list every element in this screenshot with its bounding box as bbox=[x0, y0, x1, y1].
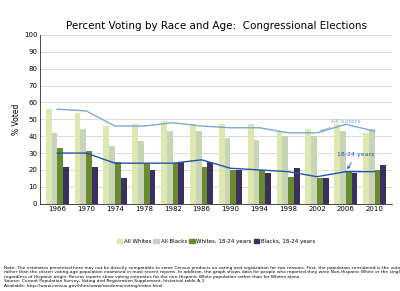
Bar bbox=[196, 131, 202, 204]
Bar bbox=[276, 131, 282, 204]
Legend: All Whites, All Blacks, Whites, 18-24 years, Blacks, 18-24 years: All Whites, All Blacks, Whites, 18-24 ye… bbox=[114, 237, 318, 246]
Bar bbox=[236, 170, 242, 204]
Bar bbox=[259, 170, 265, 204]
Bar bbox=[346, 172, 352, 204]
Bar bbox=[311, 136, 317, 204]
Bar bbox=[161, 121, 167, 204]
Bar bbox=[92, 166, 98, 204]
Bar bbox=[80, 129, 86, 204]
Bar bbox=[282, 136, 288, 204]
Bar bbox=[306, 129, 311, 204]
Bar bbox=[254, 140, 259, 204]
Bar bbox=[46, 109, 52, 204]
Bar bbox=[57, 148, 63, 204]
Bar bbox=[369, 129, 375, 204]
Bar bbox=[173, 163, 178, 204]
Title: Percent Voting by Race and Age:  Congressional Elections: Percent Voting by Race and Age: Congress… bbox=[66, 21, 366, 31]
Text: Note: The estimates presented here may not be directly comparable to some Census: Note: The estimates presented here may n… bbox=[4, 266, 400, 288]
Bar bbox=[52, 133, 57, 204]
Bar bbox=[86, 151, 92, 204]
Bar bbox=[144, 163, 150, 204]
Bar bbox=[334, 124, 340, 204]
Bar bbox=[75, 113, 80, 204]
Bar bbox=[138, 141, 144, 204]
Bar bbox=[363, 133, 369, 204]
Bar bbox=[104, 126, 109, 204]
Bar bbox=[248, 124, 254, 204]
Text: 18-24 years: 18-24 years bbox=[337, 152, 374, 168]
Bar bbox=[317, 178, 323, 204]
Bar bbox=[230, 170, 236, 204]
Bar bbox=[219, 124, 225, 204]
Bar bbox=[375, 170, 380, 204]
Bar bbox=[294, 168, 300, 204]
Bar bbox=[132, 124, 138, 204]
Bar bbox=[109, 146, 115, 204]
Bar bbox=[265, 173, 271, 204]
Bar bbox=[323, 178, 328, 204]
Bar bbox=[207, 162, 213, 204]
Bar bbox=[178, 162, 184, 204]
Bar bbox=[190, 124, 196, 204]
Bar bbox=[352, 173, 357, 204]
Bar bbox=[288, 177, 294, 204]
Bar bbox=[115, 162, 121, 204]
Bar bbox=[202, 166, 207, 204]
Bar bbox=[225, 138, 230, 204]
Text: All voters: All voters bbox=[320, 119, 361, 132]
Bar bbox=[150, 170, 156, 204]
Bar bbox=[380, 165, 386, 204]
Bar bbox=[121, 178, 126, 204]
Bar bbox=[167, 131, 173, 204]
Bar bbox=[63, 166, 69, 204]
Bar bbox=[340, 131, 346, 204]
Y-axis label: % Voted: % Voted bbox=[12, 104, 21, 135]
